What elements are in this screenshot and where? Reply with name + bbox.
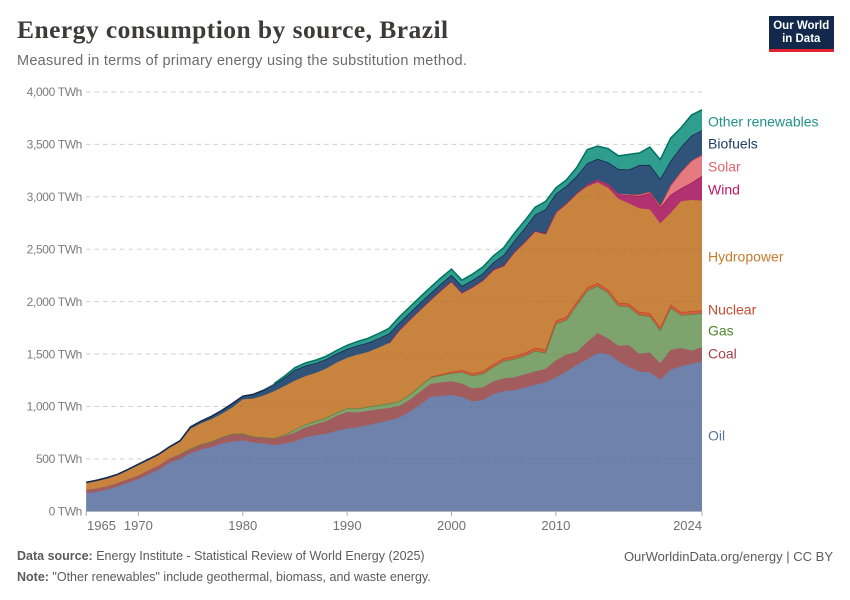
svg-text:2,000 TWh: 2,000 TWh (27, 295, 82, 309)
svg-text:1,500 TWh: 1,500 TWh (27, 347, 82, 361)
svg-text:2000: 2000 (437, 518, 466, 533)
svg-text:Other renewables: Other renewables (708, 114, 819, 130)
svg-text:500 TWh: 500 TWh (36, 452, 82, 466)
svg-text:0 TWh: 0 TWh (49, 505, 82, 519)
svg-text:1980: 1980 (228, 518, 257, 533)
svg-text:Gas: Gas (708, 323, 734, 339)
svg-text:Wind: Wind (708, 182, 740, 198)
svg-text:3,500 TWh: 3,500 TWh (27, 138, 82, 152)
svg-text:1990: 1990 (333, 518, 362, 533)
svg-text:Biofuels: Biofuels (708, 136, 758, 152)
svg-text:Oil: Oil (708, 428, 725, 444)
svg-text:Hydropower: Hydropower (708, 249, 784, 265)
svg-text:2010: 2010 (541, 518, 570, 533)
svg-text:1,000 TWh: 1,000 TWh (27, 400, 82, 414)
svg-text:1965: 1965 (87, 518, 116, 533)
svg-text:1970: 1970 (124, 518, 153, 533)
svg-text:Solar: Solar (708, 159, 741, 175)
svg-text:2,500 TWh: 2,500 TWh (27, 242, 82, 256)
svg-text:Nuclear: Nuclear (708, 302, 757, 318)
svg-text:3,000 TWh: 3,000 TWh (27, 190, 82, 204)
svg-text:4,000 TWh: 4,000 TWh (27, 85, 82, 99)
svg-text:2024: 2024 (673, 518, 702, 533)
svg-text:Coal: Coal (708, 346, 737, 362)
